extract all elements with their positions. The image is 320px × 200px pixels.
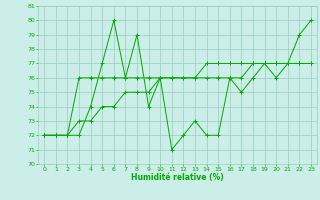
X-axis label: Humidité relative (%): Humidité relative (%) [131,173,224,182]
